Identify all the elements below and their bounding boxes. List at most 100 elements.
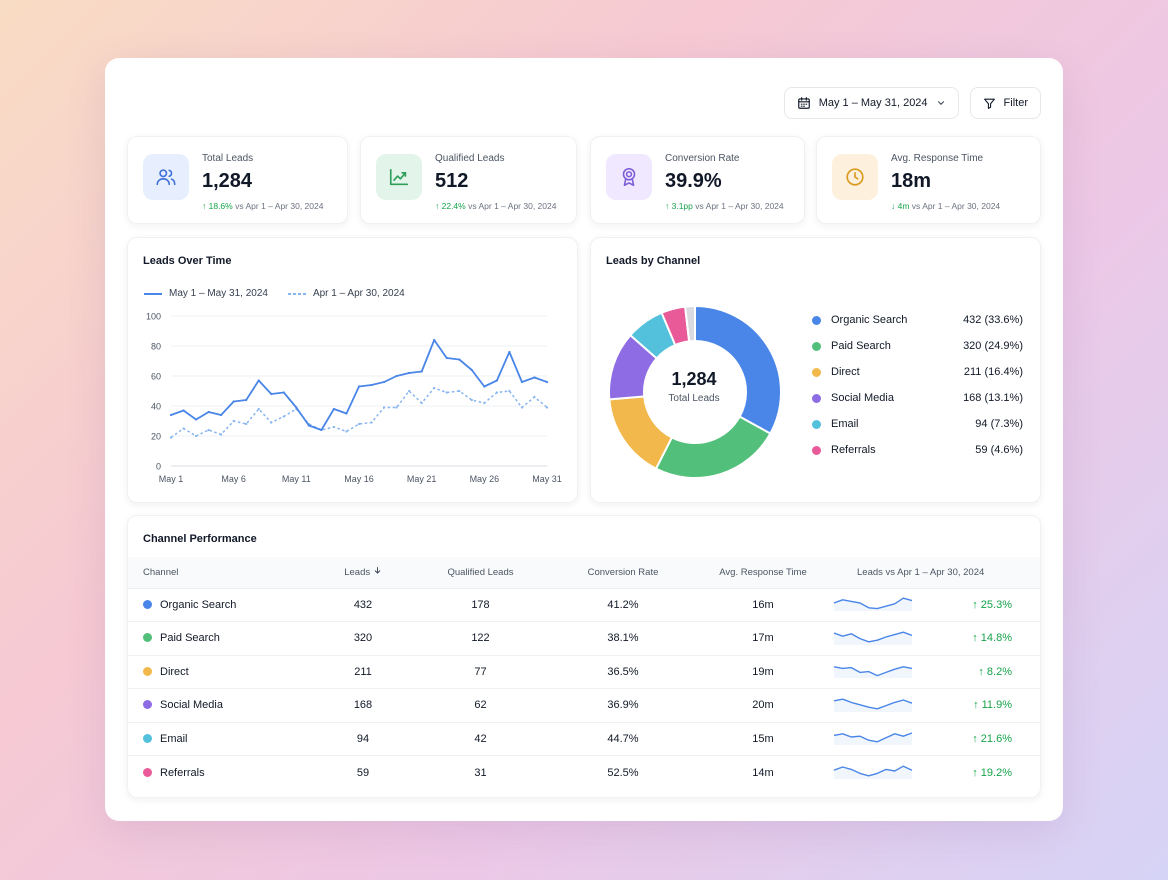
toolbar: May 1 – May 31, 2024 Filter — [783, 87, 1041, 119]
data-point — [169, 413, 173, 417]
kpi-label: Avg. Response Time — [891, 153, 984, 164]
cell-leads: 59 — [356, 766, 370, 779]
legend-dot — [812, 393, 821, 403]
data-point — [445, 356, 448, 360]
data-point — [483, 385, 486, 388]
kpi-compare: vs Apr 1 – Apr 30, 2024 — [911, 201, 1001, 211]
sparkline-area — [834, 733, 912, 746]
data-point — [357, 422, 361, 426]
kpi-delta: ↑ 3.1pp vs Apr 1 – Apr 30, 2024 — [665, 201, 784, 211]
data-point — [458, 358, 461, 361]
cell-response: 19m — [703, 655, 823, 689]
legend-dot — [812, 445, 821, 455]
data-point — [495, 379, 498, 382]
legend-item: Organic Search 432 (33.6%) — [812, 307, 1023, 333]
cell-channel: Organic Search — [128, 588, 308, 622]
data-point — [232, 419, 235, 423]
data-point — [382, 380, 386, 384]
cell-delta: ↑ 21.6% — [946, 722, 1040, 756]
table-row[interactable]: Paid Search 320 122 38.1% 17m ↑ 14.8% — [128, 621, 1040, 656]
column-header-conversion[interactable]: Conversion Rate — [543, 557, 703, 589]
data-point — [420, 401, 423, 405]
arrow-down-icon — [374, 567, 380, 575]
clock-icon — [832, 154, 878, 200]
data-point — [245, 422, 248, 426]
sparkline-area — [834, 598, 912, 612]
series-line — [170, 339, 548, 431]
kpi-label: Conversion Rate — [665, 153, 740, 164]
kpi-delta: ↓ 4m vs Apr 1 – Apr 30, 2024 — [891, 201, 1000, 211]
data-point — [270, 421, 273, 424]
data-point — [357, 385, 361, 388]
data-point — [445, 391, 448, 394]
sparkline-area — [834, 698, 912, 712]
legend-item: Email 94 (7.3%) — [812, 411, 1023, 437]
users-icon — [143, 154, 189, 200]
filter-button[interactable]: Filter — [969, 87, 1041, 119]
donut-slice — [694, 304, 782, 435]
filter-icon — [983, 98, 995, 109]
channel-name: Direct — [160, 665, 189, 678]
column-header-response[interactable]: Avg. Response Time — [703, 557, 823, 589]
sparkline-line — [833, 698, 913, 710]
data-point — [370, 421, 373, 424]
channel-performance-card: Channel Performance Channel Leads Qualif… — [127, 515, 1041, 798]
table-row[interactable]: Social Media 168 62 36.9% 20m ↑ 11.9% — [128, 688, 1040, 723]
data-point — [182, 409, 185, 412]
column-header-channel[interactable]: Channel — [128, 557, 308, 589]
legend-item-previous: Apr 1 – Apr 30, 2024 — [287, 288, 405, 299]
data-point — [545, 380, 549, 384]
data-point — [520, 380, 524, 384]
data-point — [320, 428, 323, 432]
kpi-card-avg-response-time: Avg. Response Time 18m ↓ 4m vs Apr 1 – A… — [816, 136, 1041, 224]
data-point — [270, 392, 273, 396]
cell-channel: Social Media — [128, 688, 308, 723]
column-header-qualified[interactable]: Qualified Leads — [418, 557, 543, 589]
leads-over-time-card: Leads Over Time May 1 – May 31, 2024 Apr… — [127, 237, 578, 503]
kpi-delta: ↑ 18.6% vs Apr 1 – Apr 30, 2024 — [202, 201, 323, 211]
data-point — [508, 389, 511, 393]
table-row[interactable]: Email 94 42 44.7% 15m ↑ 21.6% — [128, 722, 1040, 756]
column-header-trend[interactable]: Leads vs Apr 1 – Apr 30, 2024 — [823, 557, 1040, 589]
data-point — [382, 406, 386, 409]
cell-channel: Referrals — [128, 756, 308, 790]
channel-dot — [143, 599, 152, 609]
x-tick-label: May 21 — [407, 474, 437, 484]
trend-up-icon — [376, 154, 422, 200]
legend-item: Referrals 59 (4.6%) — [812, 437, 1023, 463]
data-point — [533, 376, 536, 379]
cell-delta: ↑ 25.3% — [946, 588, 1040, 622]
legend-value: 211 (16.4%) — [963, 366, 1023, 378]
sparkline-line — [833, 666, 913, 677]
donut-center-value: 1,284 — [671, 369, 717, 389]
table-row[interactable]: Direct 211 77 36.5% 19m ↑ 8.2% — [128, 655, 1040, 689]
data-point — [307, 424, 310, 427]
data-point — [520, 406, 524, 409]
date-range-picker[interactable]: May 1 – May 31, 2024 — [783, 87, 959, 119]
channel-dot — [143, 666, 152, 676]
data-point — [207, 410, 210, 414]
cell-conversion: 36.9% — [543, 688, 703, 723]
column-header-leads[interactable]: Leads — [308, 557, 418, 589]
cell-response: 14m — [752, 766, 774, 779]
date-range-label: May 1 – May 31, 2024 — [818, 97, 928, 109]
data-point — [257, 407, 260, 411]
data-point — [395, 406, 398, 409]
cell-channel: Paid Search — [128, 621, 308, 656]
cell-sparkline — [823, 588, 947, 622]
legend-label: Referrals — [831, 444, 876, 456]
sparkline — [833, 597, 913, 612]
y-tick-label: 40 — [151, 402, 161, 412]
table-row[interactable]: Referrals 59 31 52.5% 14m ↑ 19.2% — [128, 756, 1040, 790]
table-row[interactable]: Organic Search 432 178 41.2% 16m ↑ 25.3% — [128, 588, 1040, 622]
kpi-compare: vs Apr 1 – Apr 30, 2024 — [695, 201, 784, 211]
data-point — [282, 391, 285, 394]
sparkline — [833, 631, 913, 645]
kpi-label: Qualified Leads — [435, 153, 505, 164]
data-point — [169, 436, 173, 439]
x-tick-label: May 11 — [282, 474, 311, 484]
column-header-label: Leads — [344, 567, 371, 579]
legend-item: Paid Search 320 (24.9%) — [812, 333, 1023, 359]
donut-chart — [608, 304, 782, 479]
cell-qualified: 178 — [418, 588, 543, 622]
